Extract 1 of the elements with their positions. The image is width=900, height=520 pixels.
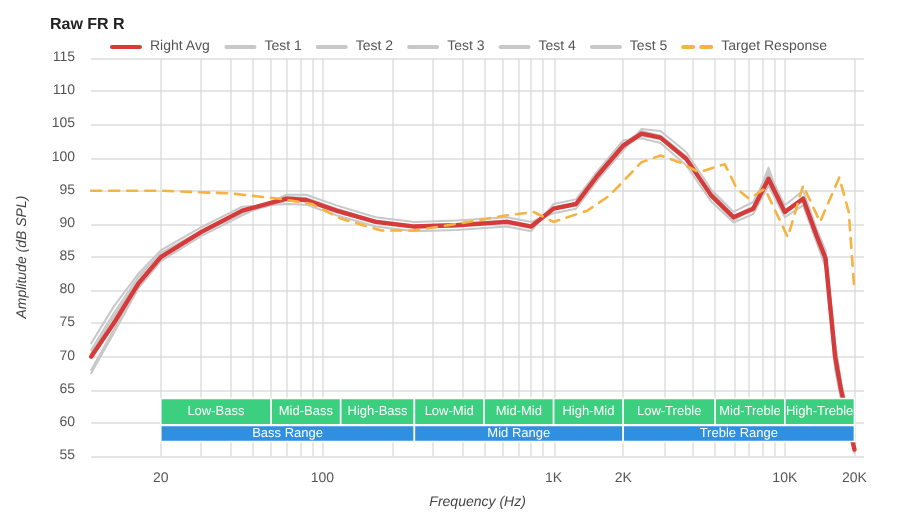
chart-title: Raw FR R: [50, 15, 126, 33]
